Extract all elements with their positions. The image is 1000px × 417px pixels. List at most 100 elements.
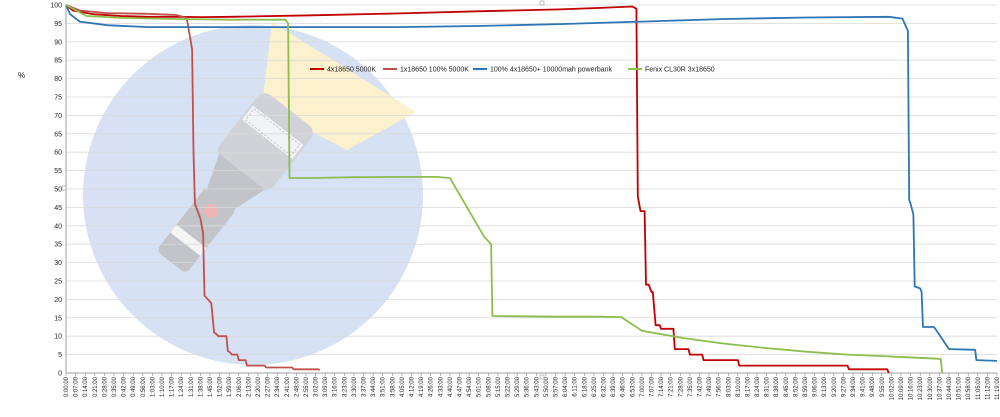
- legend: 4x18650 5000K 1x18650 100% 5000K 100% 4x18…: [310, 67, 715, 74]
- x-tick-label: 0:21:00: [93, 376, 99, 397]
- x-tick-label: 2:13:00: [246, 376, 252, 397]
- x-tick-label: 7:35:00: [688, 376, 694, 397]
- x-tick-label: 7:14:00: [659, 376, 665, 397]
- x-tick-label: 7:07:00: [649, 376, 655, 397]
- series-line-3: [65, 4, 998, 362]
- x-tick-label: 2:41:00: [285, 376, 291, 397]
- x-tick-label: 8:38:00: [774, 376, 780, 397]
- y-tick-label: 0: [58, 371, 62, 378]
- x-tick-labels: 0:00:00 0:07:00 0:14:00 0:21:00 0:28:00 0:35:…: [64, 376, 1000, 400]
- x-tick-label: 8:17:00: [745, 376, 751, 397]
- x-tick-label: 1:10:00: [160, 376, 166, 397]
- x-tick-label: 2:06:00: [237, 376, 243, 397]
- x-tick-label: 7:49:00: [707, 376, 713, 397]
- x-tick-label: 0:07:00: [74, 376, 80, 397]
- x-tick-label: 5:22:00: [506, 376, 512, 397]
- y-tick-label: 80: [54, 76, 62, 83]
- x-tick-label: 9:20:00: [832, 376, 838, 397]
- x-tick-label: 5:15:00: [496, 376, 502, 397]
- x-tick-label: 7:21:00: [669, 376, 675, 397]
- x-tick-label: 3:44:00: [371, 376, 377, 397]
- x-tick-label: 6:11:00: [573, 376, 579, 396]
- x-tick-label: 9:41:00: [861, 376, 867, 397]
- x-tick-label: 0:28:00: [102, 376, 108, 397]
- legend-label-3: 100% 4x18650+ 10000mah powerbank: [490, 67, 613, 74]
- x-tick-label: 2:27:00: [266, 376, 272, 397]
- x-tick-label: 6:04:00: [563, 376, 569, 397]
- x-tick-label: 10:09:00: [899, 376, 905, 400]
- x-tick-label: 2:48:00: [294, 376, 300, 397]
- x-tick-label: 8:59:00: [803, 376, 809, 397]
- x-tick-label: 4:12:00: [410, 376, 416, 397]
- series-line-1: [65, 4, 890, 374]
- x-tick-label: 2:34:00: [275, 376, 281, 397]
- x-tick-label: 8:24:00: [755, 376, 761, 397]
- x-tick-label: 11:05:00: [976, 376, 982, 400]
- x-tick-label: 6:25:00: [592, 376, 598, 397]
- y-tick-label: 50: [54, 187, 62, 194]
- x-tick-label: 10:51:00: [957, 376, 963, 400]
- x-tick-label: 10:58:00: [966, 376, 972, 400]
- y-tick-label: 55: [54, 168, 62, 175]
- x-tick-label: 4:19:00: [419, 376, 425, 397]
- flashlight-logo: [83, 22, 423, 365]
- x-tick-label: 1:24:00: [179, 376, 185, 397]
- x-tick-label: 9:27:00: [841, 376, 847, 397]
- x-tick-label: 3:02:00: [314, 376, 320, 397]
- x-tick-label: 7:00:00: [640, 376, 646, 397]
- x-tick-label: 11:12:00: [985, 376, 991, 400]
- y-tick-label: 70: [54, 113, 62, 120]
- x-tick-label: 0:49:00: [131, 376, 137, 397]
- x-tick-label: 5:50:00: [544, 376, 550, 397]
- x-tick-label: 9:55:00: [880, 376, 886, 397]
- x-tick-label: 1:38:00: [198, 376, 204, 397]
- x-tick-label: 0:56:00: [141, 376, 147, 397]
- y-tick-label: 45: [54, 205, 62, 212]
- x-tick-label: 0:35:00: [112, 376, 118, 397]
- y-tick-label: 20: [54, 297, 62, 304]
- x-tick-label: 10:44:00: [947, 376, 953, 400]
- x-tick-label: 10:30:00: [928, 376, 934, 400]
- x-tick-label: 8:31:00: [765, 376, 771, 397]
- x-tick-label: 10:37:00: [937, 376, 943, 400]
- x-tick-label: 6:53:00: [630, 376, 636, 397]
- y-tick-label: 100: [50, 3, 62, 10]
- y-tick-label: 65: [54, 131, 62, 138]
- x-tick-label: 1:45:00: [208, 376, 214, 397]
- x-tick-label: 4:33:00: [438, 376, 444, 397]
- y-tick-label: 90: [54, 39, 62, 46]
- x-tick-label: 9:13:00: [822, 376, 828, 397]
- x-tick-label: 2:55:00: [304, 376, 310, 397]
- x-tick-label: 7:56:00: [717, 376, 723, 397]
- x-tick-label: 9:48:00: [870, 376, 876, 397]
- series-lines: [65, 4, 998, 374]
- y-tick-label: 15: [54, 315, 62, 322]
- x-tick-label: 1:31:00: [189, 376, 195, 397]
- x-tick-label: 7:42:00: [697, 376, 703, 397]
- x-tick-label: 1:17:00: [170, 376, 176, 397]
- legend-label-1: 4x18650 5000K: [327, 67, 376, 74]
- x-tick-label: 5:08:00: [486, 376, 492, 397]
- y-tick-label: 40: [54, 223, 62, 230]
- x-tick-label: 4:54:00: [467, 376, 473, 397]
- y-tick-label: 95: [54, 21, 62, 28]
- y-tick-label: 5: [58, 352, 62, 359]
- x-tick-label: 10:16:00: [909, 376, 915, 400]
- y-tick-label: 10: [54, 334, 62, 341]
- x-tick-label: 10:02:00: [889, 376, 895, 400]
- legend-label-2: 1x18650 100% 5000K: [400, 67, 469, 74]
- gridlines: [66, 4, 997, 374]
- x-tick-label: 2:20:00: [256, 376, 262, 397]
- y-tick-label: 75: [54, 95, 62, 102]
- y-tick-label: 85: [54, 58, 62, 65]
- y-tick-label: 35: [54, 242, 62, 249]
- x-tick-label: 4:47:00: [458, 376, 464, 397]
- x-tick-label: 6:46:00: [621, 376, 627, 397]
- y-axis-label: %: [18, 71, 25, 80]
- x-tick-label: 3:23:00: [342, 376, 348, 397]
- x-tick-label: 9:06:00: [813, 376, 819, 397]
- x-tick-label: 0:42:00: [122, 376, 128, 397]
- x-tick-label: 8:10:00: [736, 376, 742, 397]
